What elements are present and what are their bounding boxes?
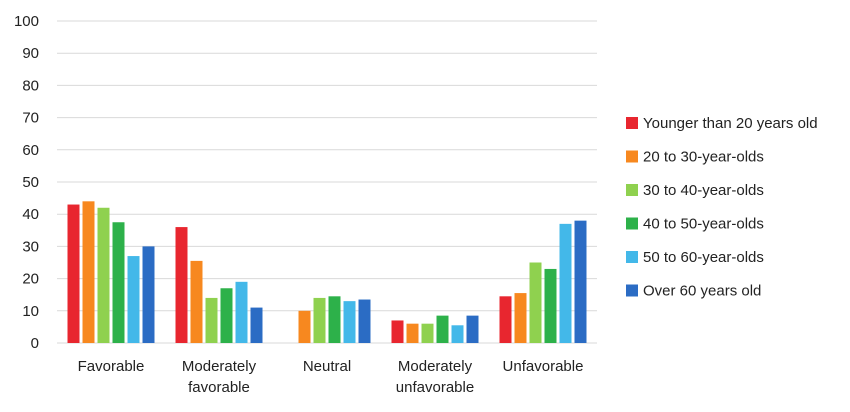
y-tick-label: 90 — [22, 45, 39, 62]
bar — [112, 222, 125, 343]
legend-label: 40 to 50-year-olds — [643, 216, 764, 233]
x-category-label: Moderately — [398, 358, 473, 375]
bar — [451, 325, 464, 343]
bar — [559, 223, 572, 343]
legend-label: 20 to 30-year-olds — [643, 149, 764, 166]
bar — [358, 299, 371, 343]
legend: Younger than 20 years old 20 to 30-year-o… — [626, 115, 818, 300]
y-tick-label: 100 — [14, 13, 39, 30]
legend-label: 30 to 40-year-olds — [643, 182, 764, 199]
y-axis-tick-labels: 0 10 20 30 40 50 60 70 80 90 100 — [14, 13, 39, 352]
bar — [97, 207, 110, 343]
bar — [175, 227, 188, 343]
x-category-label: Favorable — [78, 358, 145, 375]
bar — [343, 301, 356, 343]
bar — [190, 260, 203, 343]
legend-item: Younger than 20 years old — [626, 115, 818, 132]
legend-item: 30 to 40-year-olds — [626, 182, 764, 199]
bar — [391, 320, 404, 343]
legend-swatch — [626, 150, 638, 163]
y-tick-label: 20 — [22, 271, 39, 288]
bar — [514, 293, 527, 343]
legend-label: 50 to 60-year-olds — [643, 249, 764, 266]
legend-item: 20 to 30-year-olds — [626, 149, 764, 166]
y-tick-label: 60 — [22, 142, 39, 159]
x-category-label: Unfavorable — [503, 358, 584, 375]
legend-swatch — [626, 251, 638, 263]
y-tick-label: 10 — [22, 303, 39, 320]
bar — [574, 220, 587, 343]
legend-swatch — [626, 184, 638, 196]
bar — [205, 297, 218, 343]
bars — [67, 201, 587, 343]
y-tick-label: 70 — [22, 110, 39, 127]
legend-swatch — [626, 117, 638, 129]
legend-swatch — [626, 284, 638, 297]
y-tick-label: 50 — [22, 174, 39, 191]
y-tick-label: 80 — [22, 77, 39, 94]
bar — [313, 297, 326, 343]
x-category-label: unfavorable — [396, 379, 474, 396]
legend-item: 50 to 60-year-olds — [626, 249, 764, 266]
bar — [298, 310, 311, 343]
bar — [421, 323, 434, 343]
legend-swatch — [626, 217, 638, 230]
x-category-label: favorable — [188, 379, 250, 396]
bar — [406, 323, 419, 343]
legend-item: 40 to 50-year-olds — [626, 216, 764, 233]
legend-item: Over 60 years old — [626, 283, 761, 300]
y-tick-label: 30 — [22, 238, 39, 255]
bar — [127, 256, 140, 343]
bar — [499, 296, 512, 343]
bar — [220, 288, 233, 343]
x-category-label: Neutral — [303, 358, 351, 375]
bar — [436, 315, 449, 343]
x-category-label: Moderately — [182, 358, 257, 375]
bar — [142, 246, 155, 343]
bar — [67, 204, 80, 343]
bar — [328, 296, 341, 343]
bar — [544, 268, 557, 343]
legend-label: Younger than 20 years old — [643, 115, 818, 132]
bar — [235, 281, 248, 343]
x-axis-category-labels: Favorable Moderately favorable Neutral Moder… — [78, 358, 584, 396]
y-tick-label: 40 — [22, 206, 39, 223]
y-tick-label: 0 — [31, 335, 39, 352]
bar — [250, 307, 263, 343]
legend-label: Over 60 years old — [643, 283, 761, 300]
bar — [466, 315, 479, 343]
bar — [529, 262, 542, 343]
bar — [82, 201, 95, 343]
